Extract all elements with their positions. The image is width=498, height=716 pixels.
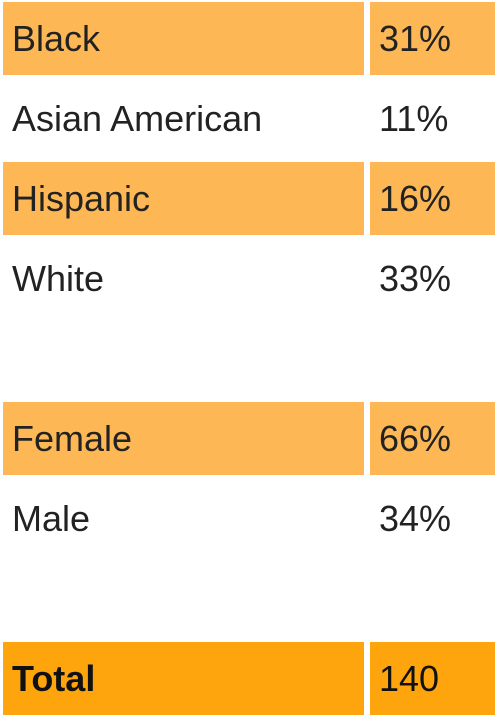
row-value: 16%: [370, 162, 495, 235]
row-label: Female: [3, 402, 364, 475]
row-label: Male: [12, 497, 91, 539]
row-label: Asian American: [12, 97, 263, 139]
row-value: 33%: [379, 257, 452, 299]
row-value: 34%: [379, 497, 452, 539]
row-label: Black: [3, 2, 364, 75]
row-value: 31%: [370, 2, 495, 75]
row-value: 11%: [379, 97, 449, 139]
row-label: Hispanic: [3, 162, 364, 235]
row-label: Total: [3, 642, 364, 715]
row-value: 140: [370, 642, 495, 715]
row-label: White: [12, 257, 105, 299]
row-value: 66%: [370, 402, 495, 475]
